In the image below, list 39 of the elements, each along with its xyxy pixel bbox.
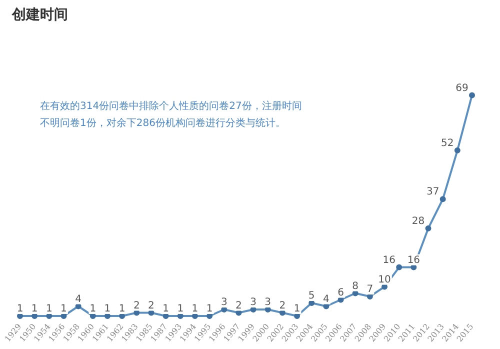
data-label: 2: [279, 300, 286, 312]
data-label: 1: [31, 304, 38, 315]
data-label: 4: [75, 294, 82, 305]
data-label: 3: [220, 297, 228, 308]
data-label: 69: [456, 82, 468, 94]
data-label: 1: [46, 304, 52, 315]
data-label: 5: [308, 290, 315, 302]
data-label: 1: [90, 304, 96, 315]
data-label: 1: [162, 304, 169, 315]
data-label: 37: [426, 186, 440, 198]
data-label: 2: [236, 300, 242, 312]
point: [440, 196, 446, 202]
data-label: 1: [177, 304, 184, 315]
data-label: 3: [250, 297, 256, 308]
data-label: 8: [352, 280, 359, 292]
data-label: 6: [338, 287, 344, 298]
data-label: 52: [441, 138, 454, 150]
data-label: 1: [16, 304, 24, 315]
annotation: 在有效的314份问卷中排除个人性质的问卷27份，注册时间不明问卷1份，对余下286份机构问卷进行分类与统计。: [40, 100, 303, 131]
data-label: 1: [294, 304, 300, 315]
data-label: 28: [412, 216, 425, 227]
point: [469, 92, 475, 98]
data-label: 16: [382, 254, 396, 266]
data-label: 1: [104, 304, 111, 315]
data-label: 1: [192, 304, 198, 315]
data-label: 3: [264, 297, 272, 308]
data-label: 7: [366, 284, 374, 296]
data-label: 2: [148, 300, 154, 312]
data-label: 1: [60, 304, 67, 315]
data-label: 16: [407, 254, 420, 266]
chart-title: 创建时间: [12, 6, 68, 24]
point: [454, 147, 460, 154]
point: [396, 264, 402, 270]
data-label: 2: [133, 300, 140, 312]
data-label: 10: [378, 274, 391, 286]
data-label: 4: [323, 294, 330, 305]
data-label: 1: [118, 304, 126, 315]
data-label: 1: [206, 304, 213, 315]
point: [425, 225, 432, 232]
